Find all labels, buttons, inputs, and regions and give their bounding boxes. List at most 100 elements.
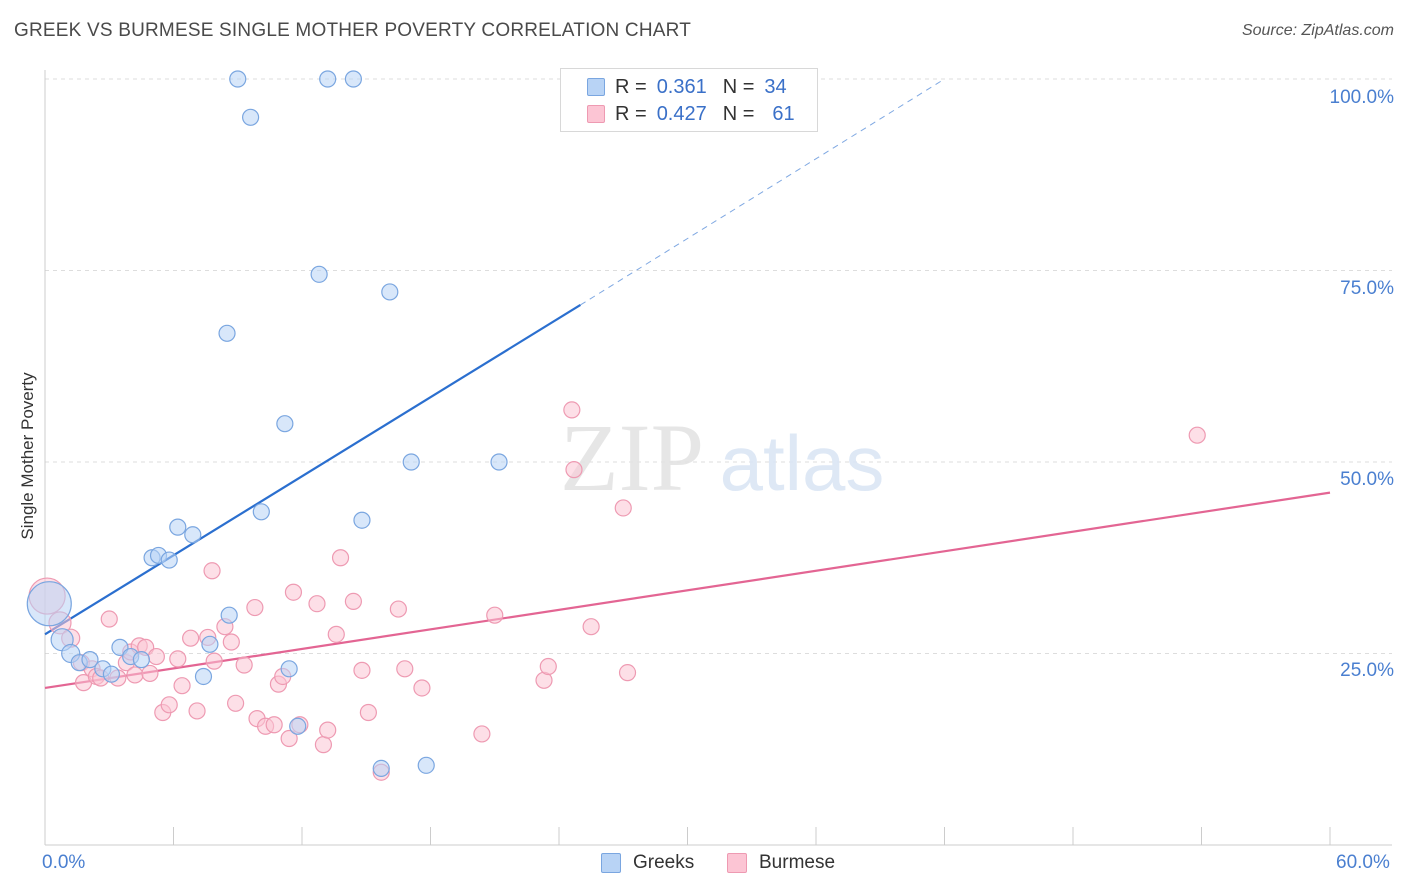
y-tick-50: 50.0% [1340, 469, 1394, 490]
burmese-point [222, 633, 240, 651]
burmese-point [344, 592, 362, 611]
watermark: ZIP atlas [560, 404, 884, 511]
y-axis-label: Single Mother Poverty [18, 372, 37, 540]
greeks-point [276, 415, 294, 433]
greeks-point [160, 551, 178, 569]
burmese-point [614, 499, 632, 517]
x-tick-min: 0.0% [42, 852, 86, 873]
chart-title: GREEK VS BURMESE SINGLE MOTHER POVERTY C… [14, 20, 692, 41]
greeks-trend-line [44, 304, 581, 636]
burmese-point [331, 549, 350, 567]
burmese-point [182, 629, 200, 647]
greeks-point [132, 651, 150, 669]
burmese-point [327, 625, 345, 643]
burmese-point [359, 703, 377, 722]
y-tick-25: 25.0% [1340, 660, 1394, 681]
burmese-point [565, 461, 583, 479]
greeks-point [26, 581, 72, 627]
greeks-r-label: R = [615, 75, 647, 98]
greeks-legend-label: Greeks [633, 852, 695, 873]
burmese-point [126, 666, 144, 684]
burmese-point [618, 664, 637, 682]
data-points [26, 70, 1206, 781]
greeks-point [280, 660, 298, 678]
burmese-point [203, 562, 221, 580]
burmese-point [582, 618, 600, 636]
burmese-point [169, 650, 187, 668]
greeks-swatch [587, 78, 605, 96]
burmese-legend-swatch [727, 853, 747, 873]
burmese-legend-label: Burmese [759, 852, 836, 873]
greeks-point [252, 503, 270, 521]
trend-lines [44, 78, 1331, 690]
burmese-swatch [587, 105, 605, 123]
legend-item-greeks[interactable]: Greeks [601, 852, 694, 874]
greeks-point [229, 70, 247, 88]
burmese-point [280, 729, 298, 748]
source-label: Source: ZipAtlas.com [1241, 22, 1394, 39]
burmese-point [235, 656, 253, 674]
burmese-point [413, 679, 431, 697]
burmese-point [1188, 426, 1206, 444]
burmese-point [389, 600, 407, 618]
axes [44, 70, 1392, 846]
burmese-point [173, 677, 191, 695]
burmese-point [100, 610, 118, 628]
greeks-point [344, 70, 362, 88]
burmese-r-value: 0.427 [656, 102, 707, 125]
watermark-zip: ZIP [560, 404, 704, 511]
burmese-point [227, 694, 245, 712]
greeks-point [353, 511, 371, 529]
x-tick-max: 60.0% [1336, 852, 1390, 873]
correlation-legend: R = 0.361 N = 34 R = 0.427 N = 61 [560, 68, 818, 132]
burmese-point [314, 736, 333, 754]
greeks-point [310, 265, 328, 283]
grid-lines [45, 78, 1392, 654]
greeks-point [319, 70, 337, 88]
greeks-point [490, 453, 508, 471]
greeks-point [402, 453, 420, 471]
burmese-point [147, 647, 165, 666]
burmese-point [205, 652, 223, 670]
legend-row-greeks: R = 0.361 N = 34 [587, 75, 787, 99]
burmese-n-label: N = [722, 102, 755, 125]
burmese-point [539, 657, 557, 676]
burmese-point [308, 595, 326, 613]
greeks-trend-extension [580, 78, 945, 306]
greeks-r-value: 0.361 [656, 75, 707, 98]
greeks-point [381, 283, 399, 301]
greeks-n-label: N = [722, 75, 755, 98]
burmese-point [188, 702, 206, 720]
burmese-point [141, 664, 159, 683]
burmese-point [160, 696, 178, 714]
greeks-point [417, 756, 435, 774]
burmese-point [486, 606, 504, 624]
burmese-point [563, 401, 581, 419]
burmese-point [284, 583, 303, 601]
burmese-trend-line [44, 491, 1331, 690]
burmese-r-label: R = [615, 102, 647, 125]
greeks-point [220, 606, 238, 624]
greeks-point [218, 324, 236, 342]
greeks-point [102, 665, 120, 683]
greeks-legend-swatch [601, 853, 621, 873]
greeks-point [372, 759, 390, 778]
burmese-n-value: 61 [772, 102, 795, 125]
y-tick-75: 75.0% [1340, 278, 1394, 299]
greeks-n-value: 34 [764, 75, 787, 98]
legend-row-burmese: R = 0.427 N = 61 [587, 102, 795, 126]
greeks-point [289, 717, 307, 735]
watermark-atlas: atlas [720, 419, 885, 507]
burmese-point [396, 660, 414, 678]
burmese-point [353, 661, 371, 679]
burmese-point [265, 716, 283, 734]
burmese-point [246, 598, 264, 617]
greeks-point [242, 108, 260, 126]
greeks-point [184, 526, 202, 544]
greeks-point [81, 651, 99, 669]
burmese-point [319, 721, 337, 739]
legend-item-burmese[interactable]: Burmese [727, 852, 835, 874]
greeks-point [169, 518, 187, 536]
greeks-point [201, 635, 219, 653]
